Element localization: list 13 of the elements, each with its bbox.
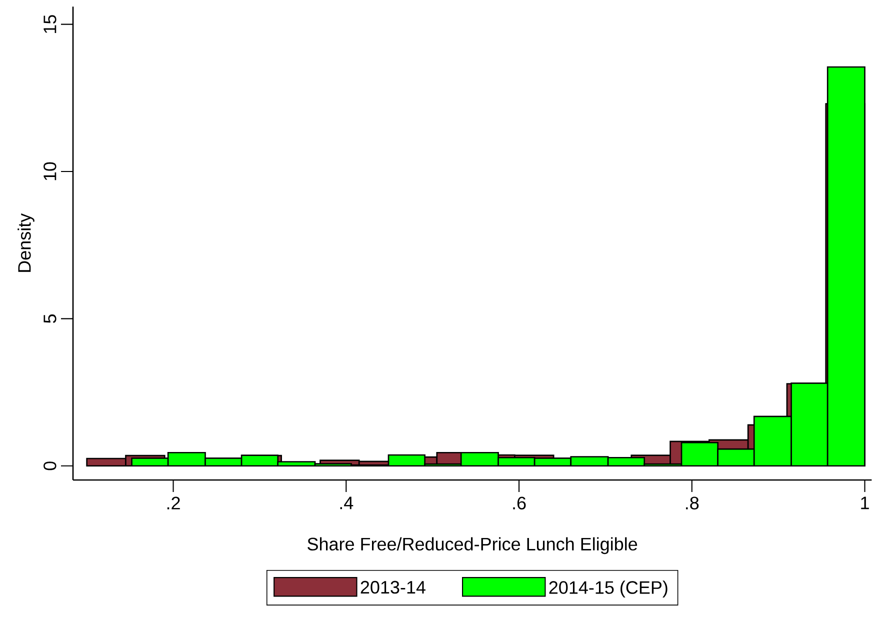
x-tick-label: .6 <box>513 496 526 510</box>
x-tick-label: 1 <box>861 496 869 510</box>
y-tick-label: 15 <box>44 15 56 33</box>
x-tick-label: .2 <box>167 496 180 510</box>
x-axis-title: Share Free/Reduced-Price Lunch Eligible <box>308 537 638 554</box>
x-tick-label: .8 <box>686 496 699 510</box>
y-tick-label: 5 <box>44 314 56 323</box>
y-axis-title: Density <box>18 213 34 272</box>
legend-label: 2013-14 <box>360 580 426 594</box>
y-tick-label: 0 <box>44 462 56 470</box>
y-tick-label: 10 <box>44 162 56 180</box>
legend-label: 2014-15 (CEP) <box>549 580 668 598</box>
x-tick-label: .4 <box>340 496 354 510</box>
